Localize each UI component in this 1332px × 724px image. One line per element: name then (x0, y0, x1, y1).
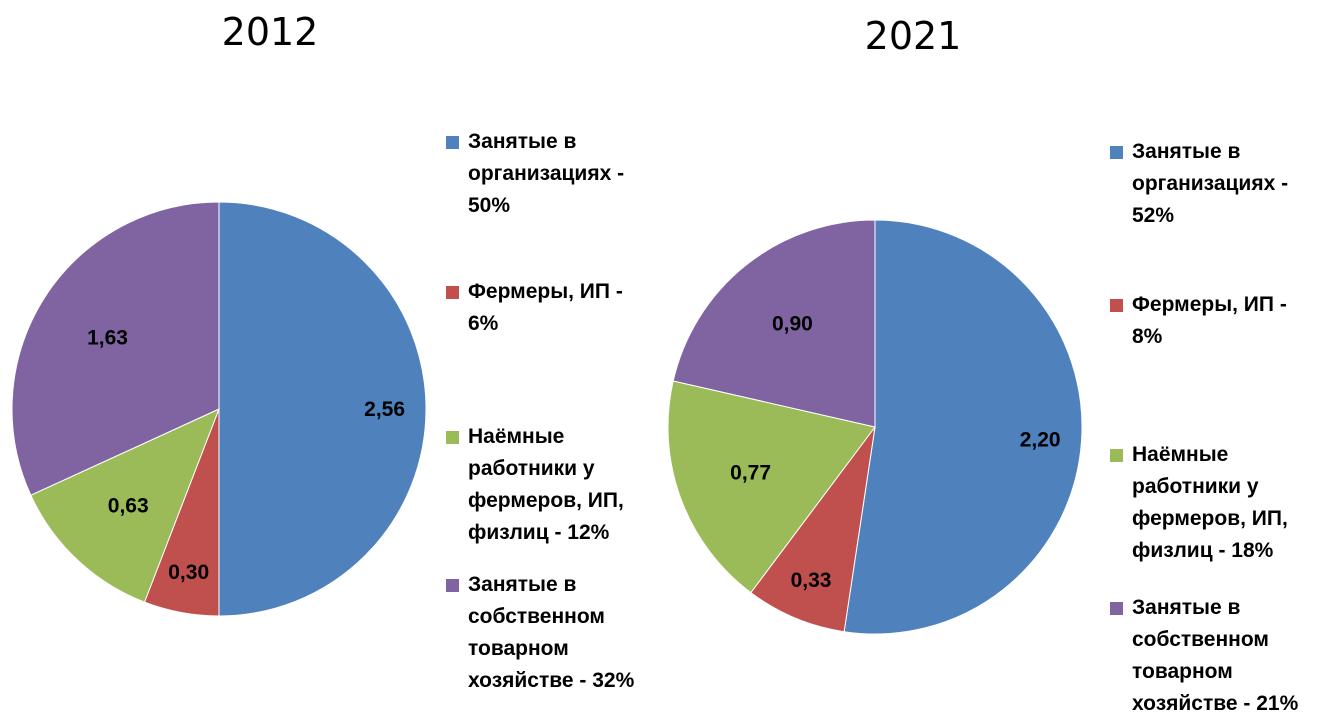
legend-swatch (446, 136, 459, 149)
legend-label: Фермеры, ИП - 6% (468, 280, 623, 335)
chart-title-2012: 2012 (221, 10, 319, 54)
legend-label: Занятые в организациях - 50% (468, 130, 625, 217)
data-label-2021-4: 0,90 (772, 312, 813, 335)
data-label-2012-4: 1,63 (87, 326, 128, 349)
legend-2021: Занятые в организациях - 52% Фермеры, ИП … (1110, 0, 1332, 724)
legend-swatch (1110, 146, 1123, 159)
legend-swatch (1110, 449, 1123, 462)
data-label-2021-3: 0,77 (730, 462, 771, 485)
legend-label: Занятые в собственном товарном хозяйстве… (468, 573, 635, 692)
legend-label: Занятые в собственном товарном хозяйстве… (1132, 596, 1299, 715)
pie-slice-2021-2 (750, 426, 876, 633)
legend-swatch (446, 579, 459, 592)
pie-slice-2012-4 (11, 201, 220, 496)
legend-label: Фермеры, ИП - 8% (1132, 293, 1287, 348)
pie-slice-2021-1 (843, 219, 1083, 635)
data-label-2012-2: 0,30 (168, 561, 209, 584)
legend-2012: Занятые в организациях - 50% Фермеры, ИП … (446, 0, 676, 724)
data-label-2021-1: 2,20 (1020, 428, 1061, 451)
pie-slice-2012-3 (30, 408, 220, 603)
legend-label: Наёмные работники у фермеров, ИП, физлиц… (1132, 443, 1288, 562)
pie-slice-2021-4 (672, 219, 876, 428)
pie-slice-2012-1 (218, 201, 427, 617)
data-label-2012-1: 2,56 (364, 398, 405, 421)
chart-title-2021: 2021 (864, 14, 962, 58)
legend-swatch (1110, 299, 1123, 312)
legend-swatch (446, 431, 459, 444)
data-label-2021-2: 0,33 (791, 569, 832, 592)
legend-swatch (446, 286, 459, 299)
pie-slice-2021-3 (667, 380, 876, 594)
legend-swatch (1110, 602, 1123, 615)
legend-label: Наёмные работники у фермеров, ИП, физлиц… (468, 425, 624, 544)
legend-label: Занятые в организациях - 52% (1132, 140, 1289, 227)
data-label-2012-3: 0,63 (108, 495, 149, 518)
